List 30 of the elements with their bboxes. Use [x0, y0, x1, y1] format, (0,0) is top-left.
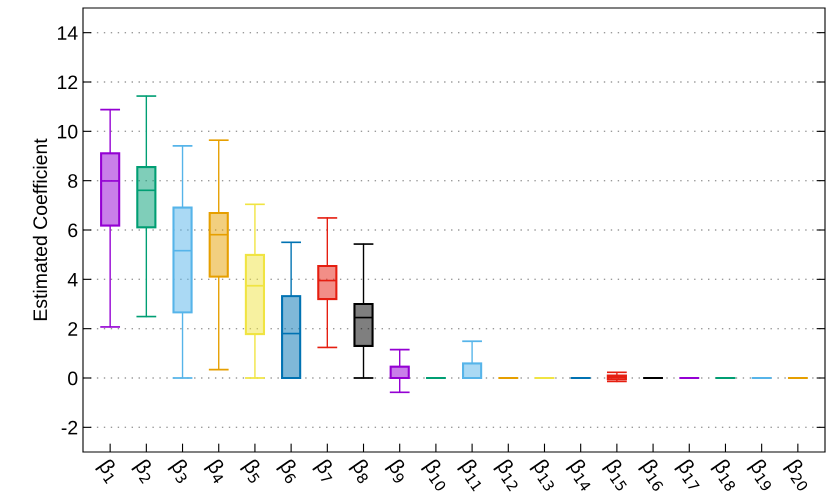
- x-tick-label: β$_{18}$: [710, 458, 743, 492]
- x-tick-label: β$_{6}$: [276, 458, 303, 485]
- x-tick-label: β$_{5}$: [240, 458, 267, 485]
- x-tick-label: β$_{10}$: [420, 458, 453, 492]
- y-tick-label: 6: [68, 223, 78, 238]
- x-tick-label: β$_{11}$: [457, 458, 489, 492]
- x-tick-label: β$_{19}$: [746, 458, 779, 492]
- x-tick-label: β$_{4}$: [204, 458, 231, 485]
- y-tick-label: -2: [62, 420, 78, 434]
- x-tick-label: β$_{16}$: [638, 458, 670, 492]
- y-tick-label: 4: [68, 273, 78, 286]
- x-tick-label: β$_{15}$: [602, 458, 634, 492]
- y-tick-label: 8: [68, 174, 78, 188]
- y-axis-title: Estimated Coefficient: [32, 138, 48, 320]
- x-tick-label: β$_{8}$: [348, 458, 376, 485]
- y-tick-label: 12: [58, 75, 78, 90]
- x-tick-label: β$_{2}$: [131, 458, 158, 484]
- x-tick-label: β$_{12}$: [493, 458, 526, 492]
- x-tick-label: β$_{14}$: [566, 458, 598, 493]
- y-tick-label: 0: [68, 371, 78, 386]
- y-tick-label: 10: [58, 124, 78, 139]
- y-tick-label: 2: [68, 322, 78, 336]
- x-tick-label: β$_{7}$: [312, 458, 339, 485]
- x-tick-label: β$_{20}$: [782, 458, 815, 492]
- y-tick-label: 14: [58, 26, 78, 40]
- x-tick-label: β$_{1}$: [95, 458, 122, 484]
- x-tick-label: β$_{9}$: [384, 458, 412, 485]
- x-tick-label: β$_{17}$: [674, 458, 706, 492]
- x-tick-label: β$_{13}$: [529, 458, 562, 492]
- x-tick-label: β$_{3}$: [167, 458, 194, 485]
